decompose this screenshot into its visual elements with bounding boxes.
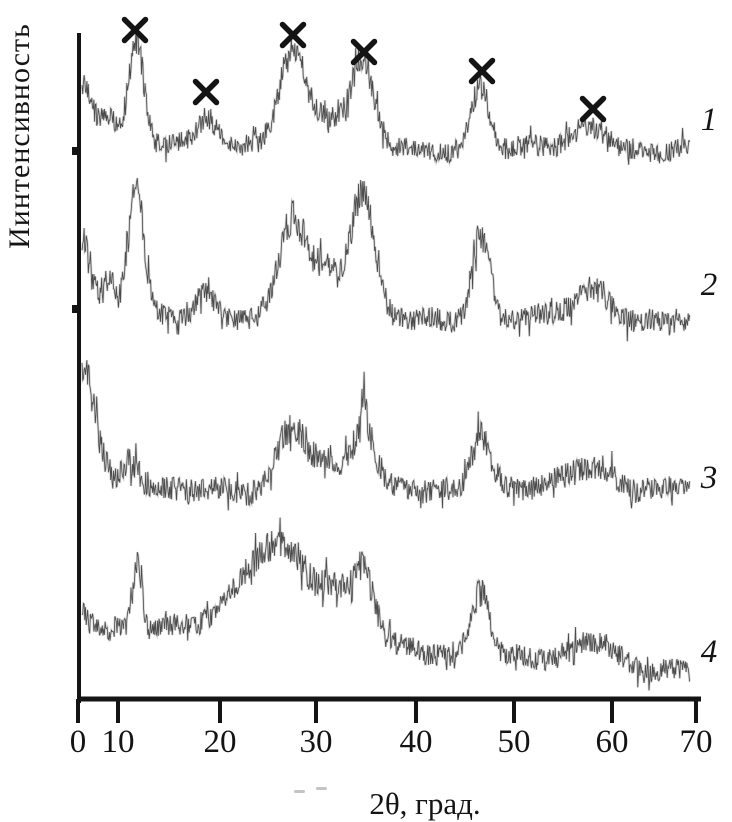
x-tick-label: 0 bbox=[69, 724, 87, 760]
phase-marker-x-icon bbox=[350, 38, 378, 66]
x-axis-label: 2θ, град. bbox=[369, 786, 481, 821]
y-axis-minor-tick bbox=[72, 147, 79, 155]
x-tick-label: 30 bbox=[299, 724, 333, 760]
x-tick-label: 10 bbox=[101, 724, 135, 760]
series-labels: 1 2 3 4 bbox=[691, 0, 727, 822]
phase-marker-x-icon bbox=[279, 21, 307, 49]
xrd-curve-3 bbox=[81, 360, 690, 511]
x-tick-label: 40 bbox=[399, 724, 433, 760]
scan-artifact bbox=[294, 790, 305, 793]
series-label-4: 4 bbox=[700, 634, 718, 670]
scan-artifact bbox=[316, 787, 327, 790]
xrd-curve-fuzz-4 bbox=[81, 517, 691, 691]
series-label-3: 3 bbox=[700, 460, 718, 496]
y-axis-label: Иинтенсивность bbox=[3, 23, 36, 249]
x-tick-label: 70 bbox=[679, 724, 713, 760]
series-label-2: 2 bbox=[700, 267, 718, 303]
series-label-1: 1 bbox=[700, 102, 718, 138]
y-axis-minor-tick bbox=[72, 305, 79, 313]
xrd-curve-1 bbox=[81, 25, 690, 165]
phase-marker-x-icon bbox=[468, 57, 496, 85]
phase-marker-x-icon bbox=[192, 78, 220, 106]
phase-marker-x-icon bbox=[121, 16, 149, 44]
xrd-curve-fuzz-1 bbox=[80, 25, 691, 167]
xrd-curve-fuzz-3 bbox=[80, 359, 691, 511]
xrd-curve-4 bbox=[81, 517, 690, 691]
x-tick-label: 50 bbox=[497, 724, 531, 760]
xrd-curve-2 bbox=[81, 177, 690, 342]
x-tick-labels: 0 10 20 30 40 50 60 70 bbox=[0, 724, 732, 768]
x-tick-label: 60 bbox=[595, 724, 629, 760]
phase-marker-x-icon bbox=[579, 95, 607, 123]
x-tick-label: 20 bbox=[203, 724, 237, 760]
